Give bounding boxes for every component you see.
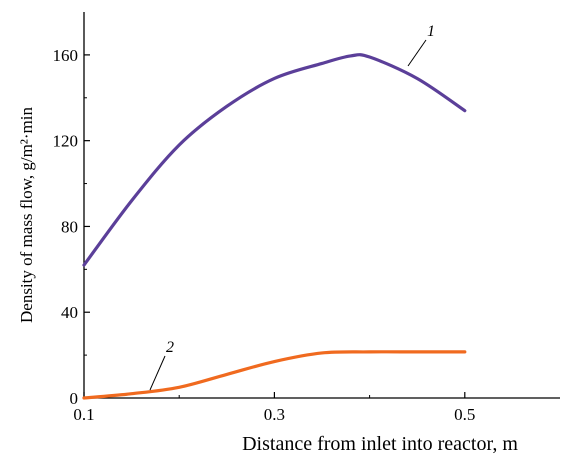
- y-tick-label: 0: [70, 389, 79, 408]
- curve-label-1: 1: [427, 23, 435, 40]
- series-line-1: [82, 53, 467, 267]
- y-tick-label: 160: [53, 46, 79, 65]
- axes: [83, 12, 560, 399]
- curve-labels: 12: [149, 23, 435, 391]
- curve-label-leader: [149, 355, 166, 391]
- x-tick-label: 0.3: [264, 405, 285, 424]
- curve-label-2: 2: [166, 339, 174, 356]
- x-tick-label: 0.5: [454, 405, 475, 424]
- y-axis-label: Density of mass flow, g/m²·min: [17, 107, 36, 324]
- series-group: [82, 53, 467, 400]
- y-tick-label: 120: [53, 132, 79, 151]
- series-line-2: [82, 350, 467, 400]
- x-ticks: 0.1 0.3 0.5: [73, 392, 475, 424]
- y-ticks: 0 40 80 120 160: [53, 46, 90, 408]
- y-tick-label: 40: [61, 303, 78, 322]
- x-axis-label: Distance from inlet into reactor, m: [242, 433, 518, 455]
- curve-label-leader: [407, 39, 427, 67]
- y-tick-label: 80: [61, 217, 78, 236]
- x-tick-label: 0.1: [73, 405, 94, 424]
